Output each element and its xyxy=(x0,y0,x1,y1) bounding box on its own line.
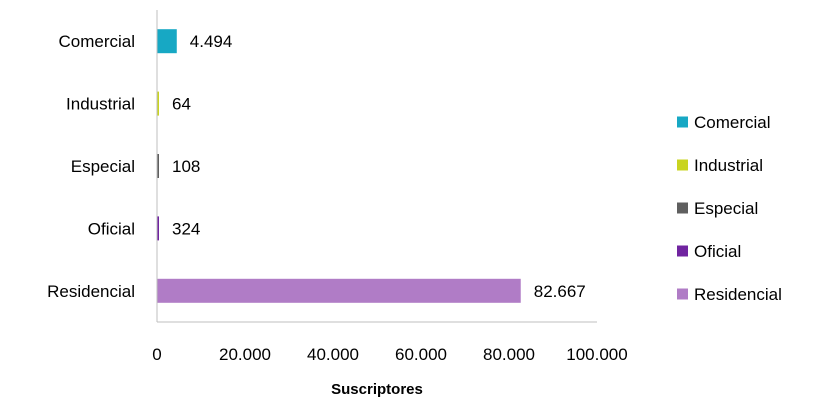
value-label-industrial: 64 xyxy=(172,95,191,114)
legend-swatch-residencial xyxy=(677,288,688,300)
category-label-comercial: Comercial xyxy=(58,32,135,51)
axes xyxy=(156,10,597,323)
bar-residencial xyxy=(157,278,521,303)
category-label-especial: Especial xyxy=(71,157,135,176)
legend-swatch-especial xyxy=(677,202,688,214)
legend-label-residencial: Residencial xyxy=(694,285,782,304)
category-labels: Comercial Industrial Especial Oficial Reside… xyxy=(47,32,135,301)
legend-label-oficial: Oficial xyxy=(694,242,741,261)
bars-group xyxy=(157,29,521,303)
x-axis-title: Suscriptores xyxy=(331,381,423,398)
x-tick-label: 60.000 xyxy=(395,345,447,364)
x-tick-labels: 0 20.000 40.000 60.000 80.000 100.000 xyxy=(152,345,627,364)
category-label-residencial: Residencial xyxy=(47,282,135,301)
x-tick-label: 20.000 xyxy=(219,345,271,364)
x-tick-label: 0 xyxy=(152,345,161,364)
x-tick-label: 100.000 xyxy=(566,345,627,364)
legend-label-industrial: Industrial xyxy=(694,156,763,175)
legend-swatch-comercial xyxy=(677,116,688,128)
bar-industrial xyxy=(157,91,159,116)
value-label-especial: 108 xyxy=(172,157,200,176)
legend-swatch-oficial xyxy=(677,245,688,257)
legend: Comercial Industrial Especial Oficial Reside… xyxy=(677,113,782,304)
bar-especial xyxy=(157,154,159,178)
bar-comercial xyxy=(157,29,177,54)
x-tick-label: 80.000 xyxy=(483,345,535,364)
bar-oficial xyxy=(157,216,159,241)
legend-label-especial: Especial xyxy=(694,199,758,218)
value-label-oficial: 324 xyxy=(172,219,200,238)
x-tick-label: 40.000 xyxy=(307,345,359,364)
category-label-industrial: Industrial xyxy=(66,95,135,114)
value-labels: 4.494 64 108 324 82.667 xyxy=(172,32,586,301)
legend-label-comercial: Comercial xyxy=(694,113,771,132)
category-label-oficial: Oficial xyxy=(88,219,135,238)
value-label-comercial: 4.494 xyxy=(190,32,233,51)
value-label-residencial: 82.667 xyxy=(534,282,586,301)
legend-swatch-industrial xyxy=(677,159,688,171)
